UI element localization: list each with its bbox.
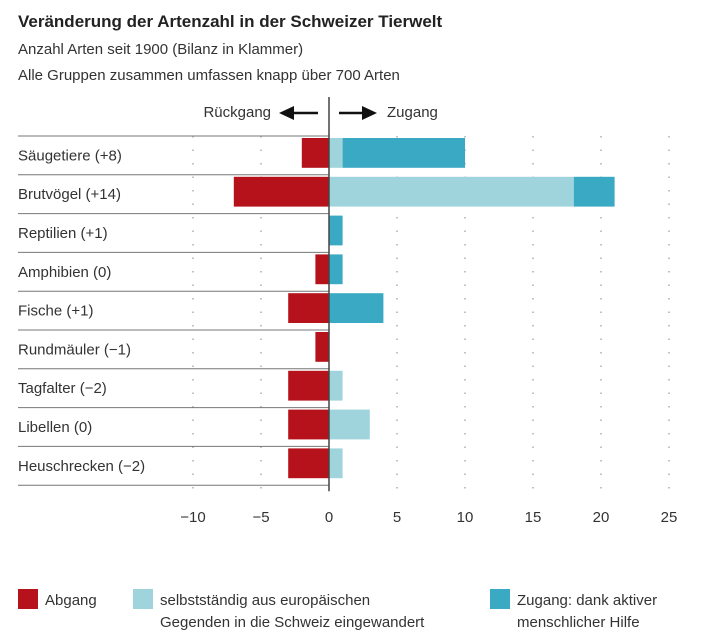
bar-abgang xyxy=(288,409,329,440)
direction-left-label: Rückgang xyxy=(203,104,271,121)
bar-eingewandert xyxy=(329,409,370,440)
legend-label: Zugang: dank aktiver xyxy=(517,592,657,609)
bar-abgang xyxy=(233,176,329,207)
bar-menschliche-hilfe xyxy=(329,254,343,285)
category-label: Rundmäuler (−1) xyxy=(18,341,131,358)
bar-abgang xyxy=(315,332,329,362)
x-tick-label: 10 xyxy=(457,509,474,526)
legend-swatch xyxy=(133,589,153,609)
chart-subtitle-1: Anzahl Arten seit 1900 (Bilanz in Klamme… xyxy=(18,41,303,58)
x-tick-label: −10 xyxy=(180,509,205,526)
bar-abgang xyxy=(288,448,329,479)
category-label: Säugetiere (+8) xyxy=(18,147,122,164)
bar-eingewandert xyxy=(329,448,343,479)
arrow-left-icon xyxy=(279,106,318,120)
legend-label: Gegenden in die Schweiz eingewandert xyxy=(160,614,425,631)
x-tick-label: 5 xyxy=(393,509,401,526)
bar-menschliche-hilfe xyxy=(342,138,465,168)
x-tick-label: −5 xyxy=(252,509,269,526)
category-label: Reptilien (+1) xyxy=(18,225,108,242)
x-tick-label: 0 xyxy=(325,509,333,526)
chart-subtitle-2: Alle Gruppen zusammen umfassen knapp übe… xyxy=(18,67,400,84)
bar-eingewandert xyxy=(329,176,574,207)
category-label: Tagfalter (−2) xyxy=(18,380,107,397)
x-tick-label: 25 xyxy=(661,509,678,526)
legend-swatch xyxy=(18,589,38,609)
x-tick-label: 15 xyxy=(525,509,542,526)
chart-title: Veränderung der Artenzahl in der Schweiz… xyxy=(18,12,443,31)
bar-menschliche-hilfe xyxy=(329,215,343,246)
bar-abgang xyxy=(301,138,329,168)
category-label: Brutvögel (+14) xyxy=(18,186,121,203)
legend-item: Abgang xyxy=(18,589,97,609)
category-label: Fische (+1) xyxy=(18,303,93,320)
category-label: Heuschrecken (−2) xyxy=(18,458,145,475)
legend-label: selbstständig aus europäischen xyxy=(160,592,370,609)
legend-item: Zugang: dank aktiver menschlicher Hilfe xyxy=(490,589,657,631)
legend-swatch xyxy=(490,589,510,609)
arrow-right-icon xyxy=(339,106,377,120)
bar-abgang xyxy=(288,293,329,323)
x-tick-label: 20 xyxy=(593,509,610,526)
category-label: Amphibien (0) xyxy=(18,264,111,281)
bar-menschliche-hilfe xyxy=(329,293,384,323)
bar-abgang xyxy=(315,254,329,285)
bar-abgang xyxy=(288,370,329,401)
legend-item: selbstständig aus europäischen Gegenden i… xyxy=(133,589,425,631)
bar-eingewandert xyxy=(329,138,343,168)
legend-label: Abgang xyxy=(45,592,97,609)
direction-right-label: Zugang xyxy=(387,104,438,121)
bar-eingewandert xyxy=(329,370,343,401)
category-label: Libellen (0) xyxy=(18,419,92,436)
legend-label: menschlicher Hilfe xyxy=(517,614,640,631)
bar-menschliche-hilfe xyxy=(573,176,615,207)
